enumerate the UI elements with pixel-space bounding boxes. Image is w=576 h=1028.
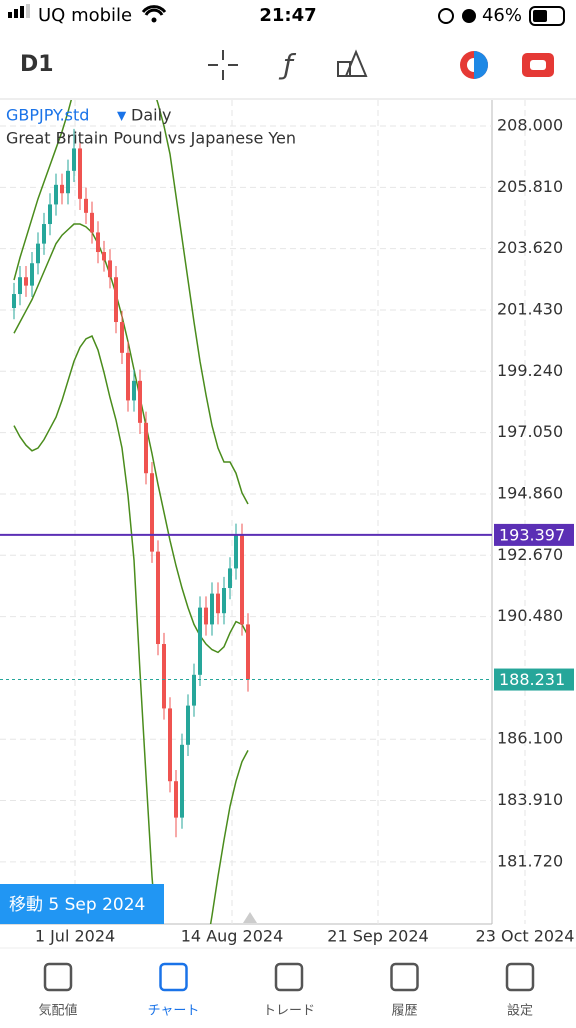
- candle-body: [96, 232, 100, 253]
- candle-body: [198, 607, 202, 675]
- y-tick-label: 194.860: [497, 483, 563, 502]
- band-line: [13, 100, 249, 505]
- symbol-description: Great Britain Pound vs Japanese Yen: [6, 129, 296, 148]
- candle-body: [186, 705, 190, 745]
- y-tick-label: 192.670: [497, 545, 563, 564]
- candle-body: [18, 277, 22, 295]
- tab-icon: [505, 962, 535, 992]
- y-tick-label: 203.620: [497, 238, 563, 257]
- battery-percent: 46%: [482, 5, 522, 26]
- x-tick-label: 21 Sep 2024: [327, 927, 428, 946]
- y-tick-label: 181.720: [497, 851, 563, 870]
- tab-label: 履歴: [391, 1004, 417, 1019]
- x-tick-label: 1 Jul 2024: [35, 927, 115, 946]
- tab[interactable]: 設定: [505, 962, 535, 1019]
- candle-body: [132, 380, 136, 401]
- tab-label: 設定: [507, 1003, 533, 1019]
- band-line: [13, 335, 249, 924]
- candle-body: [84, 198, 88, 213]
- candle-body: [120, 322, 124, 353]
- tab-icon: [159, 962, 188, 992]
- candle-body: [42, 224, 46, 244]
- candle-body: [156, 551, 160, 645]
- symbol-dropdown[interactable]: ▼: [117, 109, 127, 123]
- trade-button[interactable]: [460, 51, 488, 79]
- indicators-button[interactable]: ƒ: [278, 48, 297, 81]
- candle-body: [90, 212, 94, 233]
- objects-button[interactable]: [337, 49, 368, 77]
- candle-body: [30, 263, 34, 286]
- candle-body: [240, 534, 244, 625]
- tab[interactable]: 気配値: [38, 962, 78, 1019]
- period-button[interactable]: D1: [20, 52, 54, 77]
- candle-body: [234, 534, 238, 569]
- tab-icon: [274, 962, 304, 992]
- price-label: 188.231: [499, 670, 565, 689]
- price-label-box: [494, 668, 574, 691]
- x-tick-label: 23 Oct 2024: [476, 927, 575, 946]
- band-line: [13, 223, 249, 654]
- tab-label: 気配値: [38, 1003, 77, 1019]
- candle-body: [228, 568, 232, 589]
- candle-body: [126, 352, 130, 401]
- period-label: Daily: [131, 106, 171, 125]
- candle-body: [246, 624, 250, 680]
- carrier: UQ mobile: [38, 5, 132, 26]
- tab-label: チャート: [148, 1004, 200, 1019]
- symbol[interactable]: GBPJPY.std: [6, 106, 89, 125]
- tab-icon: [43, 962, 73, 992]
- candle-body: [78, 148, 82, 199]
- y-tick-label: 197.050: [497, 422, 563, 441]
- candle-body: [114, 277, 118, 323]
- price-label-box: [494, 523, 574, 546]
- y-tick-label: 205.810: [497, 177, 563, 196]
- candle-body: [180, 744, 184, 818]
- candle-body: [150, 473, 154, 552]
- y-tick-label: 201.430: [497, 299, 563, 318]
- tab[interactable]: チャート: [148, 962, 200, 1019]
- x-tick-label: 14 Aug 2024: [181, 927, 284, 946]
- candle-body: [60, 184, 64, 194]
- candle-body: [192, 674, 196, 706]
- toolbar: D1 ƒ: [20, 48, 554, 81]
- tab[interactable]: トレード: [263, 962, 315, 1019]
- candle-body: [66, 170, 70, 194]
- candle-body: [216, 593, 220, 614]
- tab-icon: [390, 962, 419, 992]
- y-tick-label: 186.100: [497, 729, 563, 748]
- y-tick-label: 183.910: [497, 790, 563, 809]
- status-bar: UQ mobile 21:47 46%: [8, 4, 565, 26]
- candle-body: [210, 593, 214, 625]
- candle-body: [168, 708, 172, 782]
- candle-body: [204, 607, 208, 625]
- tab[interactable]: 履歴: [390, 962, 419, 1019]
- tab-label: トレード: [263, 1004, 315, 1019]
- candle-body: [48, 204, 52, 225]
- candle-body: [102, 252, 106, 261]
- y-tick-label: 208.000: [497, 116, 563, 135]
- candle-body: [138, 380, 142, 423]
- candle-body: [54, 184, 58, 205]
- crosshair-button[interactable]: [208, 50, 238, 80]
- y-tick-label: 199.240: [497, 361, 563, 380]
- candle-body: [36, 243, 40, 264]
- tab-bar: 気配値 チャート トレード 履歴 設定: [38, 962, 535, 1019]
- y-tick-label: 190.480: [497, 606, 563, 625]
- candle-body: [108, 260, 112, 278]
- crosshair-label: 移動 5 Sep 2024: [9, 895, 145, 915]
- crosshair-label-box: [0, 884, 164, 924]
- price-label: 193.397: [499, 525, 565, 544]
- candle-body: [12, 294, 16, 309]
- candle-body: [144, 422, 148, 474]
- candle-body: [222, 588, 226, 614]
- account-button[interactable]: [522, 53, 554, 77]
- candle-body: [72, 148, 76, 171]
- candle-body: [162, 644, 166, 709]
- clock: 21:47: [259, 5, 316, 26]
- candle-body: [174, 781, 178, 818]
- candle-body: [24, 277, 28, 286]
